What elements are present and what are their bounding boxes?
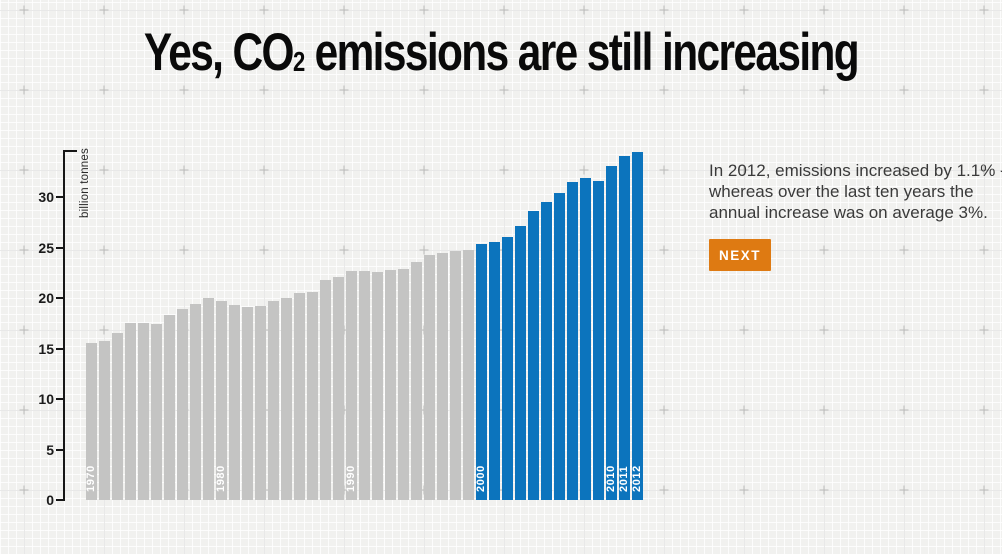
annotation-line-2: whereas over the last ten years the [709,182,974,201]
bar-1977 [177,309,189,500]
bar-1998 [450,250,462,500]
page-title: Yes, CO2 emissions are still increasing [100,22,902,93]
bar-year-label: 1990 [344,465,357,492]
title-subscript: 2 [292,46,305,78]
bar-1992 [372,272,384,500]
y-axis-tick [56,246,64,249]
bar-1982 [242,307,254,500]
y-axis-tick [56,448,64,451]
y-axis-tick-label: 0 [46,492,54,508]
y-axis-tick-label: 15 [38,340,54,357]
bar-1999 [463,249,475,500]
bar-2005 [541,202,553,500]
y-axis-tick-label: 20 [38,290,54,307]
bar-1975 [151,324,163,500]
bar-2000: 2000 [474,243,488,500]
bar-1995 [411,261,423,500]
bar-1986 [294,293,306,500]
annotation-line-1: In 2012, emissions increased by 1.1% - [709,161,1002,180]
bar-1996 [424,254,436,500]
y-axis-tick [56,297,64,300]
bar-2007 [567,182,579,500]
y-axis-tick [56,499,64,501]
bar-1984 [268,301,280,500]
y-axis-top-cap [63,150,77,152]
bar-1985 [281,298,293,500]
bar-2003 [515,225,527,500]
bar-1971 [99,340,111,500]
bar-1970: 1970 [84,342,98,500]
y-axis-tick [56,398,64,401]
bar-year-label: 1980 [214,465,227,492]
bar-1978 [190,304,202,500]
bar-2001 [489,241,501,500]
y-axis-tick-label: 10 [38,391,54,408]
title-text-prefix: Yes, CO [143,23,295,82]
bar-2006 [554,193,566,500]
bar-year-label: 2010 [604,465,617,492]
bar-year-label: 2011 [617,465,630,492]
bar-1980: 1980 [214,301,228,500]
bar-1976 [164,315,176,500]
bar-2011: 2011 [617,155,631,500]
bar-1997 [437,252,449,500]
annotation-line-3: annual increase was on average 3%. [709,203,988,222]
bar-1983 [255,306,267,500]
bar-2009 [593,181,605,500]
bar-2002 [502,236,514,500]
y-axis-line [63,150,65,501]
bar-1981 [229,305,241,500]
next-button[interactable]: NEXT [709,239,771,271]
y-axis-tick-label: 30 [38,189,54,206]
annotation-text: In 2012, emissions increased by 1.1% - w… [709,160,1002,223]
bar-2004 [528,211,540,500]
bar-1994 [398,268,410,500]
y-axis-tick-label: 5 [46,441,54,458]
bar-1974 [138,323,150,500]
bar-2010: 2010 [604,166,618,500]
bar-1990: 1990 [344,271,358,500]
y-axis-tick [56,347,64,350]
bar-1993 [385,269,397,500]
bar-1988 [320,280,332,500]
y-axis-label: billion tonnes [79,148,91,218]
y-axis-tick-label: 25 [38,239,54,256]
title-text-suffix: emissions are still increasing [304,23,860,82]
bar-year-label: 2012 [630,465,643,492]
bar-1973 [125,323,137,500]
bar-1987 [307,292,319,500]
y-axis-tick [56,196,64,199]
bar-2008 [580,178,592,500]
bar-year-label: 2000 [474,465,487,492]
bar-1972 [112,332,124,500]
bar-1989 [333,277,345,500]
bar-2012: 2012 [630,151,644,500]
bar-1979 [203,298,215,500]
bar-year-label: 1970 [84,465,97,492]
bar-1991 [359,271,371,500]
